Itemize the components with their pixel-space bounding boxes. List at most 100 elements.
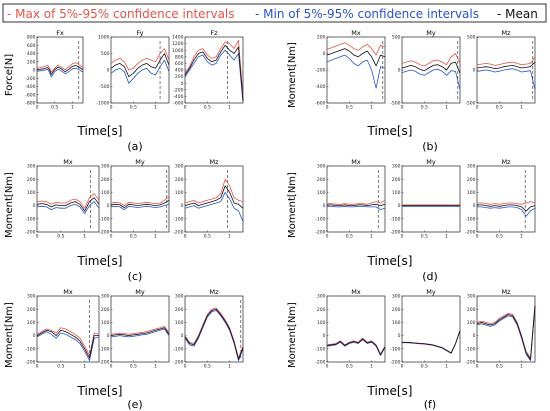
subplot-my: My -200 -100 0 100 200 300 0 0.5 1 — [99, 288, 170, 370]
subplot-title: My — [426, 288, 436, 296]
y-tick-label: 0 — [33, 68, 36, 74]
series-mean-line — [326, 338, 386, 356]
y-tick-label: 100 — [317, 190, 326, 196]
x-tick-label: 0.5 — [204, 364, 211, 370]
series-mean-line — [36, 65, 84, 75]
y-tick-label: 500 — [101, 51, 110, 57]
y-tick-label: -200 — [315, 360, 325, 366]
subplot-fx: Fx -800 -600 -400 -200 0 200 400 600 800 0 0.5 1 — [25, 29, 84, 111]
series-mean-line — [476, 61, 536, 70]
y-tick-label: 200 — [175, 74, 184, 80]
x-tick-label: 1 — [445, 234, 448, 240]
y-tick-label: 500 — [467, 35, 476, 41]
subplot-title: Mz — [209, 158, 219, 166]
axes-frame — [476, 295, 536, 363]
y-tick-label: 300 — [467, 294, 476, 300]
y-tick-label: 0 — [323, 51, 326, 57]
subplot-my: My -200 -100 0 100 200 300 0 0.5 1 — [390, 158, 461, 240]
series-max-line — [184, 39, 244, 97]
subplot-mz: Mz -200 -100 0 100 200 300 0 0.5 1 — [173, 288, 244, 370]
y-tick-label: 800 — [27, 35, 36, 41]
x-tick-label: 0 — [476, 234, 479, 240]
series-min-line — [36, 201, 100, 214]
y-tick-label: 0 — [33, 333, 36, 339]
y-tick-label: -200 — [465, 360, 475, 366]
series-mean-line — [36, 197, 100, 212]
x-tick-label: 0 — [476, 364, 479, 370]
y-tick-label: -100 — [99, 216, 109, 222]
x-axis-label: Time[s] — [77, 254, 123, 268]
series-max-line — [36, 62, 84, 73]
panel-label: (f) — [424, 398, 436, 411]
y-tick-label: -200 — [390, 230, 400, 236]
series-max-line — [326, 42, 386, 56]
y-tick-label: 100 — [317, 320, 326, 326]
series-mean-line — [477, 204, 536, 212]
legend-mean: - Mean — [497, 7, 538, 21]
y-tick-label: -100 — [315, 346, 325, 352]
x-tick-label: 0 — [476, 105, 479, 111]
y-tick-label: 300 — [27, 294, 36, 300]
y-tick-label: 200 — [101, 307, 110, 313]
y-tick-label: 200 — [101, 177, 110, 183]
y-tick-label: -500 — [99, 84, 109, 90]
y-tick-label: 200 — [317, 307, 326, 313]
y-tick-label: -100 — [173, 216, 183, 222]
y-axis-label: Moment[Nm] — [287, 172, 298, 238]
y-tick-label: -800 — [25, 101, 35, 107]
panel-f: Moment[Nm]Time[s](f)Mx-200-1000100200300… — [287, 288, 536, 411]
y-tick-label: 300 — [392, 164, 401, 170]
y-tick-label: 0 — [473, 203, 476, 209]
y-tick-label: 300 — [101, 164, 110, 170]
series-min-line — [36, 331, 100, 362]
subplot-mz: Mz -200 -100 0 100 200 300 0 0.5 1 — [465, 288, 536, 370]
panel-label: (a) — [127, 140, 142, 153]
panel-label: (d) — [422, 270, 438, 283]
series-max-line — [184, 178, 244, 204]
x-tick-label: 1 — [154, 364, 157, 370]
x-tick-label: 0 — [401, 364, 404, 370]
series-min-line — [326, 339, 386, 356]
panel-a: Force[N]Time[s](a)Fx-800-600-400-2000200… — [4, 29, 244, 153]
y-tick-label: 300 — [27, 164, 36, 170]
subplot-title: Mx — [351, 158, 361, 166]
series-min-line — [184, 310, 244, 362]
y-tick-label: -200 — [315, 68, 325, 74]
x-tick-label: 0 — [326, 364, 329, 370]
axes-frame — [326, 36, 386, 104]
y-tick-label: 200 — [175, 177, 184, 183]
y-tick-label: 0 — [33, 203, 36, 209]
legend-frame — [2, 3, 547, 23]
x-tick-label: 0.5 — [496, 105, 503, 111]
x-tick-label: 1 — [370, 105, 373, 111]
y-tick-label: 300 — [392, 294, 401, 300]
x-tick-label: 0 — [184, 364, 187, 370]
y-tick-label: 800 — [175, 54, 184, 60]
y-tick-label: -200 — [315, 230, 325, 236]
y-tick-label: 0 — [398, 68, 401, 74]
x-tick-label: 0 — [36, 234, 39, 240]
subplot-mz: Mz -200 -100 0 100 200 300 0 0.5 1 — [173, 158, 244, 240]
x-tick-label: 1 — [370, 234, 373, 240]
x-tick-label: 1 — [83, 234, 86, 240]
y-tick-label: 100 — [392, 190, 401, 196]
x-tick-label: 0 — [401, 105, 404, 111]
series-mean-line — [184, 185, 244, 209]
y-tick-label: 300 — [317, 294, 326, 300]
x-tick-label: 0 — [326, 105, 329, 111]
y-tick-label: 300 — [175, 294, 184, 300]
x-tick-label: 0.5 — [421, 234, 428, 240]
subplot-title: Mx — [351, 288, 361, 296]
x-tick-label: 0 — [110, 105, 113, 111]
y-tick-label: 600 — [175, 61, 184, 67]
series-max-line — [326, 337, 386, 355]
x-tick-label: 0 — [36, 364, 39, 370]
x-tick-label: 0 — [110, 364, 113, 370]
subplot-mx: Mx -200 -100 0 100 200 300 0 0.5 1 — [315, 288, 386, 370]
y-tick-label: 100 — [27, 320, 36, 326]
x-tick-label: 0 — [110, 234, 113, 240]
x-tick-label: 0.5 — [421, 105, 428, 111]
y-tick-label: 200 — [27, 307, 36, 313]
x-tick-label: 1 — [71, 105, 74, 111]
subplot-mx: Mx -600 -400 -200 0 200 0 0.5 1 — [315, 29, 386, 111]
